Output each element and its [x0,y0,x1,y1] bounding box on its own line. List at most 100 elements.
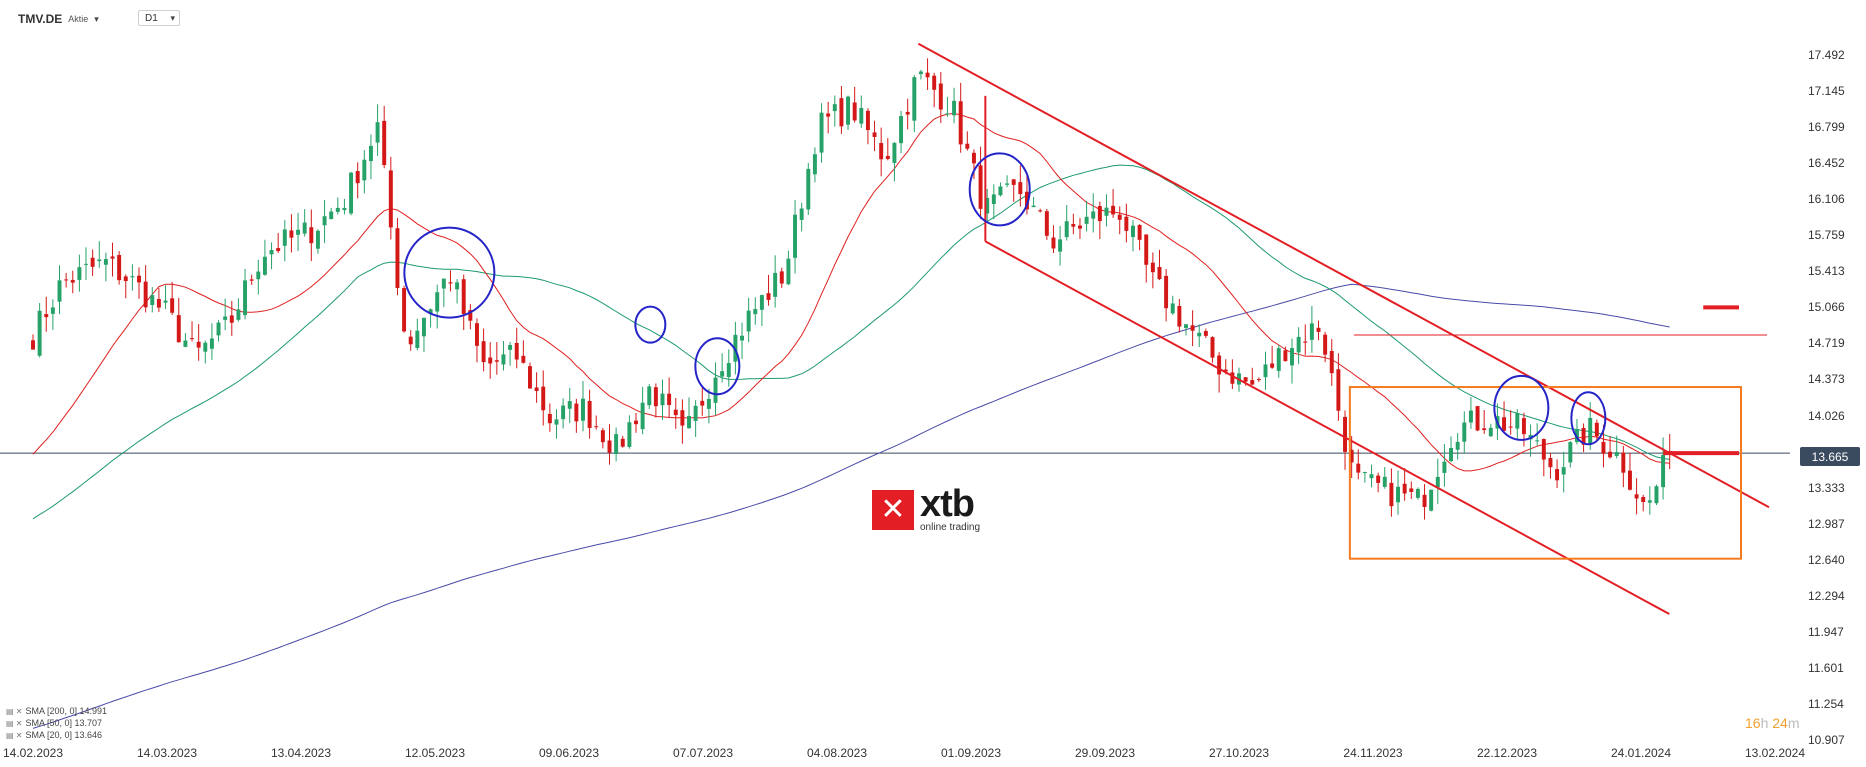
candle-body [249,279,254,281]
candle-body [216,322,221,336]
xtb-logo: ✕ xtb online trading [872,485,980,533]
candle-body [455,282,460,290]
legend-entry[interactable]: ▤ ✕ SMA [200, 0] 14.991 [6,706,107,716]
candle-body [773,272,778,297]
candle-body [554,419,559,425]
candle-body [421,317,426,337]
date-tick-label: 13.02.2024 [1744,746,1806,760]
candle-body [77,267,82,280]
indicator-settings-icon[interactable]: ▤ ✕ [6,730,23,740]
candle-body [276,248,281,252]
candle-body [978,165,983,209]
candle-body [1197,332,1202,337]
candle-body [1435,476,1440,488]
highlight-circle [403,226,496,319]
indicator-settings-icon[interactable]: ▤ ✕ [6,706,23,716]
xtb-logo-icon: ✕ [872,489,914,530]
candle-body [1077,225,1082,229]
candle-body [786,258,791,285]
legend-entry[interactable]: ▤ ✕ SMA [20, 0] 13.646 [6,730,102,740]
indicator-settings-icon[interactable]: ▤ ✕ [6,718,23,728]
candle-body [1184,324,1188,328]
symbol-label: TMV.DE [18,12,63,26]
candle-body [885,155,890,159]
instrument-header[interactable]: TMV.DE Aktie ▾ [18,12,99,26]
candle-body [971,152,976,164]
highlight-circle [634,305,667,344]
candle-body [985,197,990,214]
timer-minutes: 24 [1772,715,1788,731]
candle-body [1038,210,1043,212]
candle-body [408,336,413,345]
date-tick-label: 27.10.2023 [1208,746,1270,760]
date-tick-label: 07.07.2023 [672,746,734,760]
candle-body [1561,467,1566,475]
candle-body [1104,207,1109,216]
candle-body [1442,461,1447,473]
candle-body [1097,206,1102,222]
date-tick-label: 14.03.2023 [136,746,198,760]
sma-200-line [32,283,1670,729]
candle-body [1303,341,1308,343]
date-tick-label: 24.01.2024 [1610,746,1672,760]
legend-entry[interactable]: ▤ ✕ SMA [50, 0] 13.707 [6,718,102,728]
candle-body [1508,426,1513,428]
candle-body [1117,214,1122,220]
candle-body [117,255,122,281]
price-tick-label: 10.907 [1808,733,1845,747]
candle-body [415,330,420,349]
candle-body [673,409,678,416]
candle-body [130,276,135,278]
candle-body [1455,441,1460,450]
candle-body [461,279,466,314]
candle-body [349,172,354,214]
price-tick-label: 12.640 [1808,552,1845,567]
timeframe-select[interactable]: D1 ▾ [138,10,180,26]
candle-body [1210,337,1215,358]
candle-body [1177,305,1182,327]
drawings [403,42,1770,615]
price-tick-label: 14.026 [1808,408,1845,423]
candle-body [740,335,745,341]
candle-body [1382,476,1387,487]
candle-body [912,77,917,121]
price-tick-label: 12.294 [1808,588,1845,603]
candle-body [660,393,665,406]
candle-body [1362,471,1367,473]
candle-body [143,281,148,308]
candle-body [826,113,831,117]
legend-text: SMA [20, 0] 13.646 [25,730,103,740]
candle-body [256,271,261,280]
symbol-type-label: Aktie [68,14,89,24]
candle-body [1521,418,1526,435]
candle-body [474,323,479,346]
highlight-circle [694,337,741,396]
candle-body [1024,191,1029,210]
candle-body [879,143,884,160]
candle-body [1475,406,1480,431]
candle-body [1541,439,1546,460]
candle-body [852,102,857,121]
timer-h-unit: h [1760,715,1769,731]
timer-hours: 16 [1745,715,1761,731]
candle-body [1608,451,1613,458]
candle-body [1018,182,1023,195]
candle-body [1058,239,1063,252]
candle-body [1376,475,1381,483]
candle-body [1250,380,1255,385]
symbol-dropdown-icon[interactable]: ▾ [94,13,99,24]
price-tick-label: 16.799 [1808,120,1845,135]
candle-body [1230,372,1235,384]
candle-body [594,426,599,428]
candle-body [97,259,102,262]
candle-body [1283,350,1288,362]
candle-body [1614,452,1619,456]
candle-body [1634,494,1639,499]
candle-body [1515,413,1520,429]
candle-body [1641,497,1646,503]
candle-body [243,280,248,316]
candle-body [846,96,851,125]
highlight-circle [968,152,1031,227]
candle-body [1137,224,1142,240]
